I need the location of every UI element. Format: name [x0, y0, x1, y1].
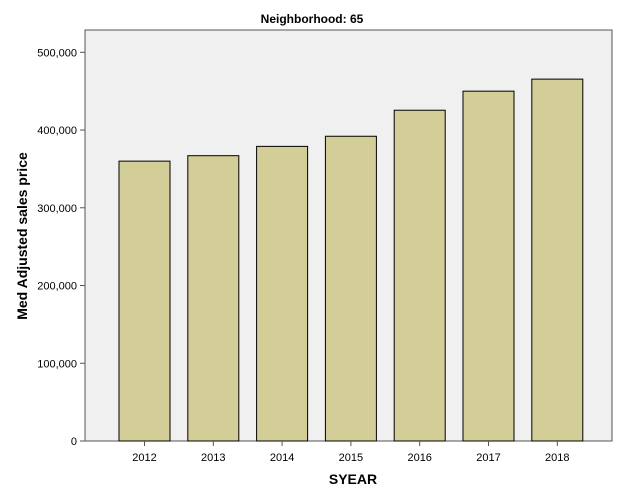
- bar-2015: [324, 135, 377, 442]
- y-tick-label: 400,000: [37, 125, 77, 137]
- bar-2014: [256, 145, 309, 442]
- x-tick-label: 2012: [132, 452, 156, 464]
- x-tick-label: 2014: [270, 452, 294, 464]
- bar-2017: [462, 90, 515, 442]
- y-tick-label: 200,000: [37, 281, 77, 293]
- y-axis-label: Med Adjusted sales price: [14, 152, 30, 320]
- x-axis: 2012 2013 2014 2015 2016 2017 2018: [132, 441, 570, 464]
- bars: [118, 78, 584, 442]
- y-tick-label: 100,000: [37, 358, 77, 370]
- y-axis: 0 100,000 200,000 300,000 400,000 500,000: [37, 47, 85, 448]
- y-tick-label: 500,000: [37, 47, 77, 59]
- bar-2016: [393, 109, 446, 442]
- x-tick-label: 2018: [545, 452, 569, 464]
- x-axis-label: SYEAR: [329, 471, 377, 487]
- y-tick-label: 300,000: [37, 203, 77, 215]
- x-tick-label: 2015: [339, 452, 363, 464]
- y-tick-label: 0: [71, 436, 77, 448]
- x-tick-label: 2013: [201, 452, 225, 464]
- bar-2012: [118, 160, 171, 442]
- bar-2018: [531, 78, 584, 442]
- bar-2013: [187, 155, 240, 442]
- chart-title: Neighborhood: 65: [261, 12, 364, 26]
- x-tick-label: 2016: [407, 452, 431, 464]
- x-tick-label: 2017: [476, 452, 500, 464]
